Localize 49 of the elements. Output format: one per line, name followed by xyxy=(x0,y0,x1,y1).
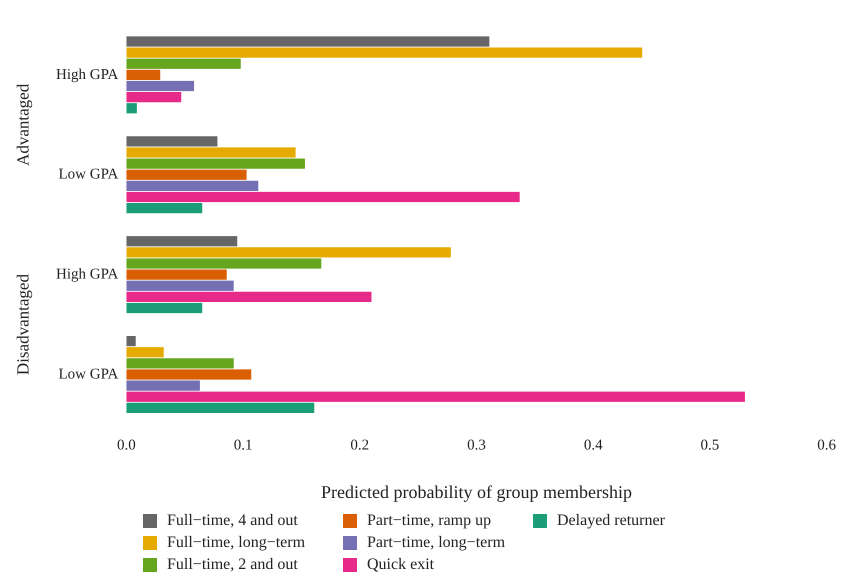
legend-label: Quick exit xyxy=(367,556,434,574)
legend-label: Delayed returner xyxy=(557,512,665,530)
x-tick-label: 0.5 xyxy=(700,437,720,454)
bar xyxy=(126,48,642,58)
legend-label: Full−time, long−term xyxy=(167,534,306,552)
x-tick-label: 0.6 xyxy=(817,437,836,454)
text: Advantaged xyxy=(13,83,32,166)
y-tick-label: Low GPA xyxy=(58,166,119,183)
bar xyxy=(126,170,247,180)
bar xyxy=(126,292,372,302)
bar xyxy=(126,203,202,214)
bar xyxy=(126,192,520,202)
bar xyxy=(126,236,238,246)
bar xyxy=(126,103,137,114)
bar xyxy=(126,392,745,402)
bar xyxy=(126,258,322,269)
legend-label: Part−time, long−term xyxy=(367,534,506,552)
bar xyxy=(126,70,160,80)
legend-label: Full−time, 2 and out xyxy=(167,556,298,574)
bar xyxy=(126,136,218,147)
x-tick-label: 0.0 xyxy=(117,437,136,454)
bar xyxy=(126,147,296,158)
x-tick-label: 0.4 xyxy=(584,437,604,454)
bar xyxy=(126,247,451,258)
bar xyxy=(126,270,227,280)
bar xyxy=(126,302,202,314)
y-tick-label: High GPA xyxy=(56,66,119,83)
bar xyxy=(126,80,194,92)
y-tick-label: High GPA xyxy=(56,266,119,283)
bar xyxy=(126,36,490,47)
x-tick-label: 0.2 xyxy=(350,437,370,454)
bar xyxy=(126,402,314,413)
bar xyxy=(126,358,234,368)
legend-label: Full−time, 4 and out xyxy=(167,512,298,530)
x-tick-label: 0.1 xyxy=(234,437,252,454)
bar xyxy=(126,58,241,69)
bar xyxy=(126,280,234,291)
bar xyxy=(126,158,305,169)
text: Disadvantaged xyxy=(13,274,32,376)
bar xyxy=(126,92,182,102)
x-tick-label: 0.3 xyxy=(467,437,486,454)
bar xyxy=(126,347,164,358)
y-tick-label: Low GPA xyxy=(58,366,119,382)
bar xyxy=(126,336,136,346)
bar xyxy=(126,369,252,380)
bar xyxy=(126,380,200,391)
legend-label: Part−time, ramp up xyxy=(367,512,492,530)
bar xyxy=(126,180,258,192)
x-axis-title: Predicted probability of group membership xyxy=(321,482,632,502)
